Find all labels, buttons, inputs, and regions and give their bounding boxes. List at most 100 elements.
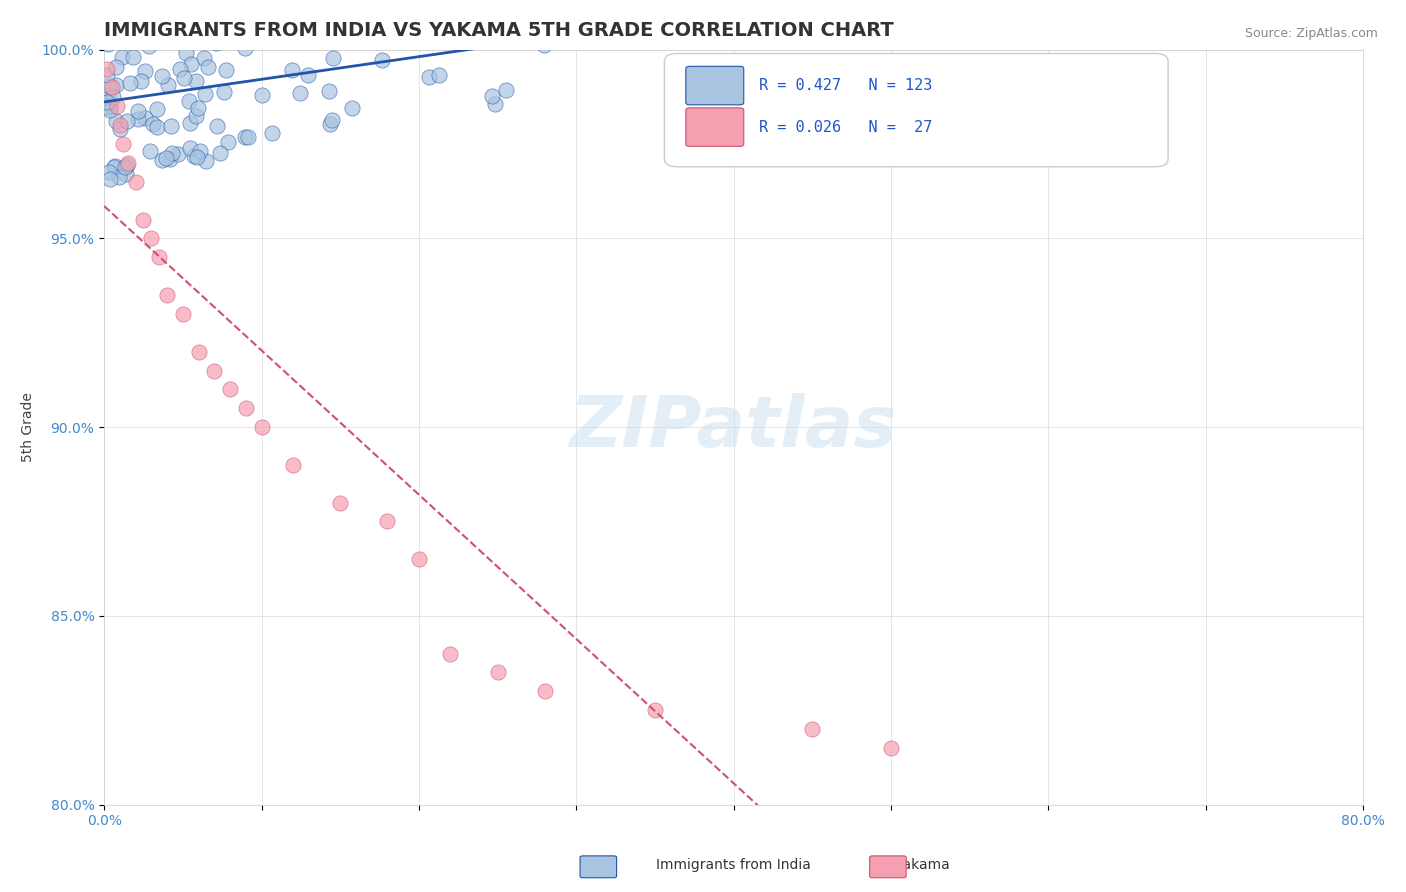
Point	[132, 24, 155, 38]
Point	[408, 552, 430, 566]
Point	[266, 28, 288, 42]
Point	[132, 24, 155, 38]
Point	[139, 145, 162, 159]
Point	[371, 53, 394, 67]
Point	[111, 137, 134, 152]
Text: Source: ZipAtlas.com: Source: ZipAtlas.com	[1244, 27, 1378, 40]
Point	[194, 87, 217, 101]
Point	[281, 24, 304, 38]
Point	[156, 288, 179, 302]
Point	[172, 307, 194, 321]
Point	[484, 97, 506, 112]
Point	[167, 146, 190, 161]
Point	[801, 722, 824, 736]
Point	[162, 146, 184, 161]
Point	[533, 37, 555, 52]
Point	[96, 95, 118, 110]
Point	[146, 120, 169, 135]
Point	[187, 344, 209, 359]
Point	[138, 38, 160, 53]
Point	[97, 87, 120, 102]
Point	[100, 99, 122, 113]
Point	[236, 24, 259, 38]
Point	[426, 24, 449, 38]
Text: R = 0.427   N = 123: R = 0.427 N = 123	[759, 78, 932, 94]
Point	[307, 24, 329, 38]
Point	[477, 24, 499, 38]
Point	[329, 495, 352, 509]
Point	[159, 152, 181, 166]
Point	[204, 36, 226, 50]
Point	[183, 149, 205, 163]
Point	[377, 515, 399, 529]
Point	[166, 25, 188, 39]
Point	[96, 69, 118, 83]
Point	[198, 24, 221, 38]
Point	[177, 94, 200, 108]
Point	[150, 69, 173, 83]
Point	[104, 159, 127, 173]
Point	[252, 31, 274, 45]
Y-axis label: 5th Grade: 5th Grade	[21, 392, 35, 462]
Point	[280, 24, 302, 38]
Point	[319, 117, 342, 131]
FancyBboxPatch shape	[686, 108, 744, 146]
Point	[187, 101, 209, 115]
Point	[173, 71, 195, 86]
Point	[205, 120, 228, 134]
Point	[180, 56, 202, 70]
Point	[495, 82, 517, 96]
Point	[209, 146, 232, 161]
Point	[330, 24, 353, 38]
Point	[101, 80, 124, 95]
Point	[148, 24, 170, 38]
Point	[169, 24, 191, 38]
Point	[458, 24, 481, 38]
Point	[233, 26, 256, 40]
Point	[205, 24, 228, 38]
Point	[127, 104, 149, 119]
Point	[121, 50, 143, 64]
Point	[112, 24, 135, 38]
Point	[98, 165, 121, 179]
Point	[297, 68, 319, 82]
Point	[481, 89, 503, 103]
Point	[145, 103, 167, 117]
Text: Yakama: Yakama	[896, 858, 949, 871]
Point	[107, 170, 129, 185]
Text: R = 0.026   N =  27: R = 0.026 N = 27	[759, 120, 932, 135]
Point	[184, 74, 207, 88]
Point	[124, 175, 146, 189]
Point	[233, 41, 256, 55]
Point	[157, 78, 180, 93]
Point	[145, 28, 167, 42]
Point	[246, 24, 269, 38]
Point	[250, 87, 273, 102]
Point	[94, 100, 117, 114]
Point	[381, 24, 404, 38]
Point	[142, 117, 165, 131]
Point	[188, 33, 211, 47]
Point	[115, 114, 138, 128]
Point	[418, 70, 440, 84]
Point	[108, 122, 131, 136]
Point	[193, 50, 215, 64]
Point	[219, 383, 242, 397]
Point	[176, 24, 198, 38]
Point	[101, 89, 124, 103]
Point	[219, 24, 242, 38]
Point	[160, 119, 183, 133]
Point	[155, 151, 177, 165]
Point	[131, 74, 153, 88]
Point	[103, 161, 125, 175]
Point	[114, 160, 136, 174]
Point	[212, 24, 235, 38]
FancyBboxPatch shape	[581, 855, 617, 878]
Point	[98, 103, 121, 117]
Point	[118, 76, 141, 90]
Point	[644, 703, 666, 717]
Point	[108, 118, 131, 132]
Point	[150, 153, 173, 167]
Point	[186, 150, 208, 164]
Point	[96, 62, 118, 76]
